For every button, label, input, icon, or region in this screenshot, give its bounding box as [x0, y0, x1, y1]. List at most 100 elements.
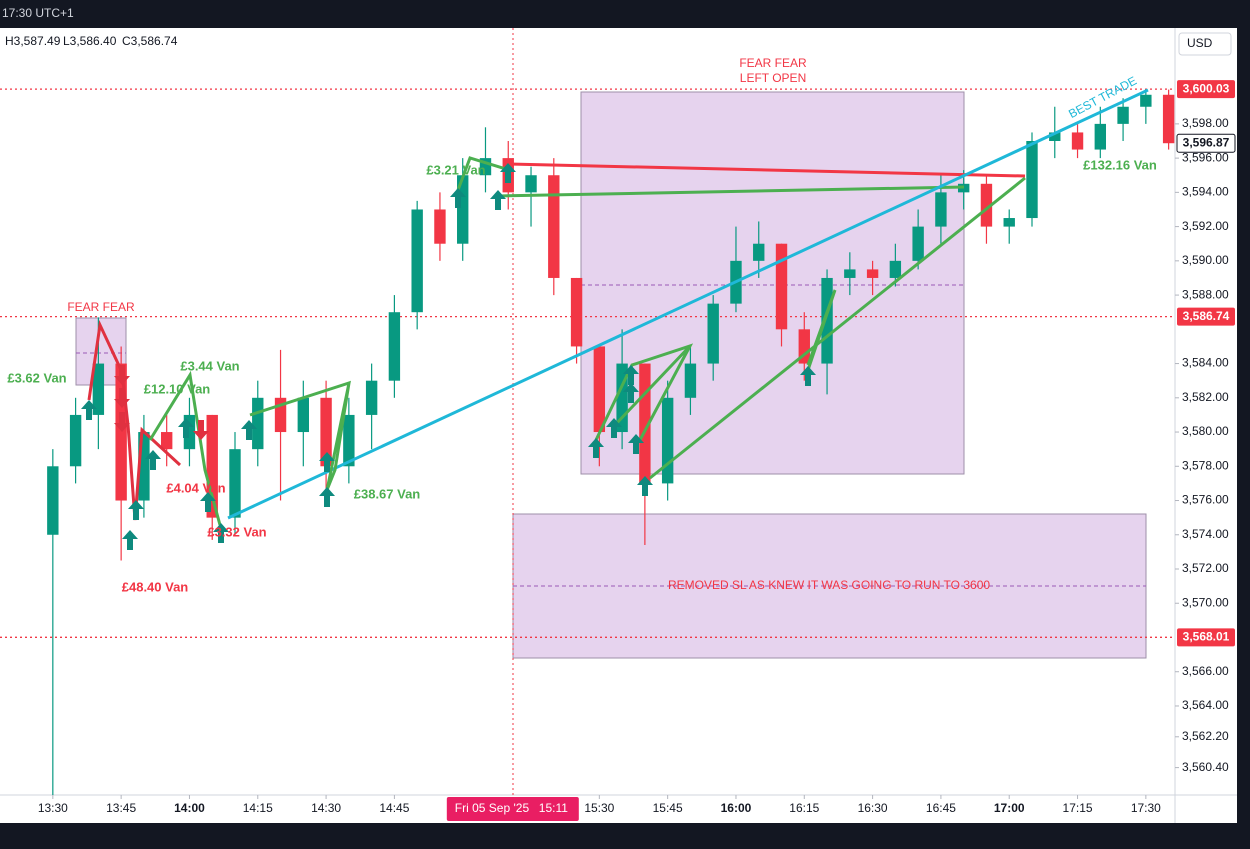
x-tick-label: 15:30 — [584, 801, 614, 815]
y-tick-label: 3,566.00 — [1182, 664, 1229, 678]
profit-label: £132.16 Van — [1083, 157, 1157, 172]
x-tick-label: 14:45 — [379, 801, 409, 815]
candle-body — [570, 277, 583, 347]
price-badge — [1177, 307, 1235, 326]
y-tick-label: 3,582.00 — [1182, 390, 1229, 404]
candle-body — [206, 414, 218, 518]
ohlc-close: C3,586.74 — [122, 34, 178, 48]
y-tick-label: 3,576.00 — [1182, 493, 1229, 507]
x-tick-label: 16:45 — [926, 801, 956, 815]
candle-body — [274, 397, 287, 433]
price-badge — [1176, 133, 1236, 153]
candle-body — [229, 449, 241, 518]
y-tick-label: 3,588.00 — [1182, 287, 1229, 301]
time-axis — [0, 795, 1175, 823]
crosshair-date: Fri 05 Sep '25 — [455, 801, 530, 815]
candle-body — [457, 175, 469, 244]
y-tick-label: 3,590.00 — [1182, 253, 1229, 267]
trade-line — [497, 185, 965, 198]
x-tick-label: 16:15 — [789, 801, 819, 815]
candle-body — [160, 432, 173, 450]
candle-body — [844, 269, 856, 278]
y-tick-label: 3,564.00 — [1182, 698, 1229, 712]
candle-body — [525, 175, 537, 193]
y-tick-label: 3,570.00 — [1182, 595, 1229, 609]
candle-body — [935, 192, 947, 227]
candle-body — [821, 277, 833, 364]
candle-body — [69, 414, 82, 467]
currency-box[interactable] — [1178, 32, 1232, 56]
profit-label: £12.10 Van — [144, 381, 211, 396]
candle-body — [138, 432, 150, 501]
axes: 3,560.40 3,562.20 3,564.00 3,566.00 3,570.00… — [38, 80, 1236, 821]
profit-label: £3.62 Van — [7, 370, 66, 385]
profit-label: £3.21 Van — [426, 162, 485, 177]
price-badge-label: 3,600.03 — [1183, 81, 1230, 95]
candle-body — [411, 209, 423, 313]
loss-label: £4.04 Van — [166, 480, 225, 495]
crosshair-time: 15:11 — [539, 801, 568, 815]
x-tick-label: 13:45 — [106, 801, 136, 815]
trade-line — [594, 343, 694, 441]
candle-body — [47, 466, 59, 535]
candle-body — [1003, 218, 1015, 227]
profit-label: £3.44 Van — [180, 358, 239, 373]
candle-body — [1140, 94, 1152, 107]
candle-body — [661, 397, 674, 484]
candle-body — [866, 269, 879, 278]
candle-body — [1117, 106, 1129, 124]
annotation: LEFT OPEN — [740, 71, 806, 85]
annotation: FEAR FEAR — [67, 300, 135, 314]
candle-body — [889, 260, 902, 278]
candle-body — [980, 183, 993, 227]
trade-line — [649, 176, 1026, 480]
candle-body — [343, 414, 355, 467]
candle-body — [753, 243, 765, 261]
x-tick-label: 14:00 — [174, 801, 205, 815]
candle-body — [252, 397, 264, 450]
trade-line — [456, 156, 510, 191]
ohlc-high: H3,587.49 — [5, 34, 61, 48]
candle-body — [388, 312, 401, 381]
trade-line — [508, 162, 1026, 178]
candle-body — [115, 363, 127, 501]
y-tick-label: 3,596.00 — [1182, 150, 1229, 164]
zone — [580, 91, 965, 475]
price-badge-label: 3,586.74 — [1183, 309, 1230, 323]
annotation: FEAR FEAR — [739, 56, 807, 70]
candle-body — [365, 380, 378, 415]
candle-body — [616, 363, 628, 433]
currency[interactable]: USD — [1187, 36, 1213, 50]
y-tick-label: 3,560.40 — [1182, 760, 1229, 774]
candle-body — [434, 209, 446, 244]
crosshair-badge — [446, 797, 579, 821]
candle-body — [593, 346, 606, 433]
candle-body — [479, 158, 492, 176]
candle-body — [1049, 132, 1061, 141]
x-tick-label: 17:15 — [1063, 801, 1093, 815]
x-tick-label: 15:45 — [653, 801, 683, 815]
candle-body — [1162, 94, 1175, 144]
y-tick-label: 3,574.00 — [1182, 527, 1229, 541]
candle-body — [1094, 123, 1107, 150]
clock: 17:30 UTC+1 — [2, 6, 74, 20]
y-tick-label: 3,598.00 — [1182, 116, 1229, 130]
price-lines — [0, 88, 1175, 638]
loss-label: £3.32 Van — [207, 524, 266, 539]
y-tick-label: 3,562.20 — [1182, 729, 1229, 743]
y-tick-label: 3,580.00 — [1182, 424, 1229, 438]
candle-body — [548, 175, 560, 278]
candle-body — [92, 363, 105, 415]
price-badge-label: 3,568.01 — [1183, 629, 1230, 643]
y-tick-label: 3,584.00 — [1182, 356, 1229, 370]
x-tick-label: 14:30 — [311, 801, 341, 815]
price-badge-label: 3,596.87 — [1183, 135, 1230, 149]
candle-body — [183, 414, 196, 450]
candle-body — [775, 243, 788, 330]
y-tick-label: 3,594.00 — [1182, 185, 1229, 199]
ohlc-low: L3,586.40 — [63, 34, 117, 48]
x-tick-label: 14:15 — [243, 801, 273, 815]
x-tick-label: 13:30 — [38, 801, 68, 815]
